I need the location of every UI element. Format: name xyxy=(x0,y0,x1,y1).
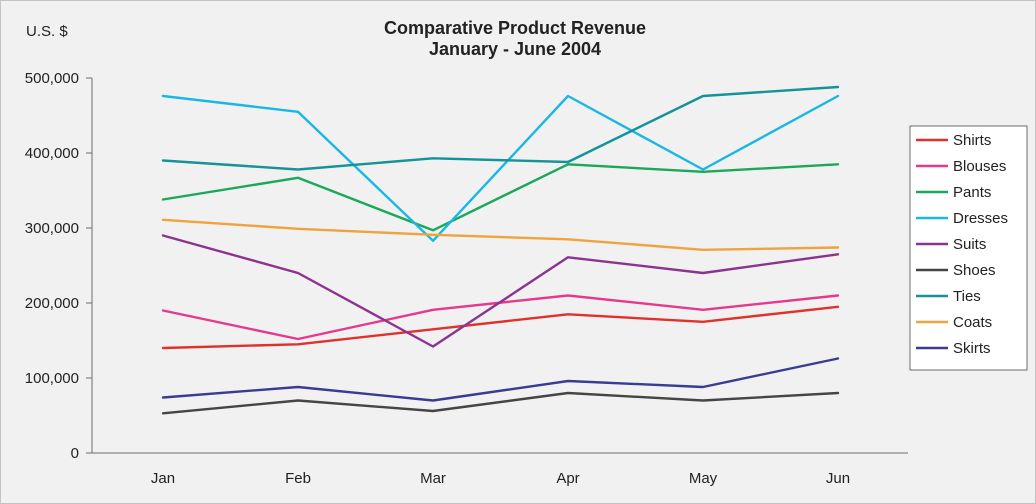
legend-label-coats: Coats xyxy=(953,314,992,331)
y-tick-label: 200,000 xyxy=(25,295,79,312)
x-tick-label: Jun xyxy=(826,470,850,487)
series-line-ties xyxy=(161,85,840,171)
series-line-suits xyxy=(161,234,840,348)
x-tick-label: Apr xyxy=(556,470,579,487)
legend-label-suits: Suits xyxy=(953,236,986,253)
legend-label-pants: Pants xyxy=(953,184,991,201)
x-tick-label: Mar xyxy=(420,470,446,487)
legend-label-ties: Ties xyxy=(953,288,981,305)
series-line-coats xyxy=(161,218,840,252)
x-tick-label: May xyxy=(689,470,718,487)
y-tick-label: 500,000 xyxy=(25,70,79,87)
legend-label-blouses: Blouses xyxy=(953,158,1006,175)
chart-title: Comparative Product Revenue xyxy=(384,18,646,38)
legend-label-shoes: Shoes xyxy=(953,262,996,279)
y-tick-label: 100,000 xyxy=(25,370,79,387)
series-layer xyxy=(161,85,840,415)
x-tick-label: Jan xyxy=(151,470,175,487)
y-tick-label: 300,000 xyxy=(25,220,79,237)
series-line-skirts xyxy=(161,357,840,402)
series-line-shirts xyxy=(161,305,840,350)
chart-subtitle: January - June 2004 xyxy=(429,39,601,59)
series-line-dresses xyxy=(161,94,840,243)
axes: 0 100,000 200,000 300,000 400,000 500,000 Jan F… xyxy=(25,70,908,487)
legend-label-skirts: Skirts xyxy=(953,340,991,357)
y-tick-label: 0 xyxy=(71,445,79,462)
y-axis-unit-label: U.S. $ xyxy=(26,23,68,40)
x-tick-label: Feb xyxy=(285,470,311,487)
legend-label-shirts: Shirts xyxy=(953,132,991,149)
legend-label-dresses: Dresses xyxy=(953,210,1008,227)
series-line-shoes xyxy=(161,391,840,415)
series-line-pants xyxy=(161,163,840,232)
y-tick-label: 400,000 xyxy=(25,145,79,162)
legend: Shirts Blouses Pants Dresses Suits Shoes Ties C… xyxy=(909,125,1028,371)
